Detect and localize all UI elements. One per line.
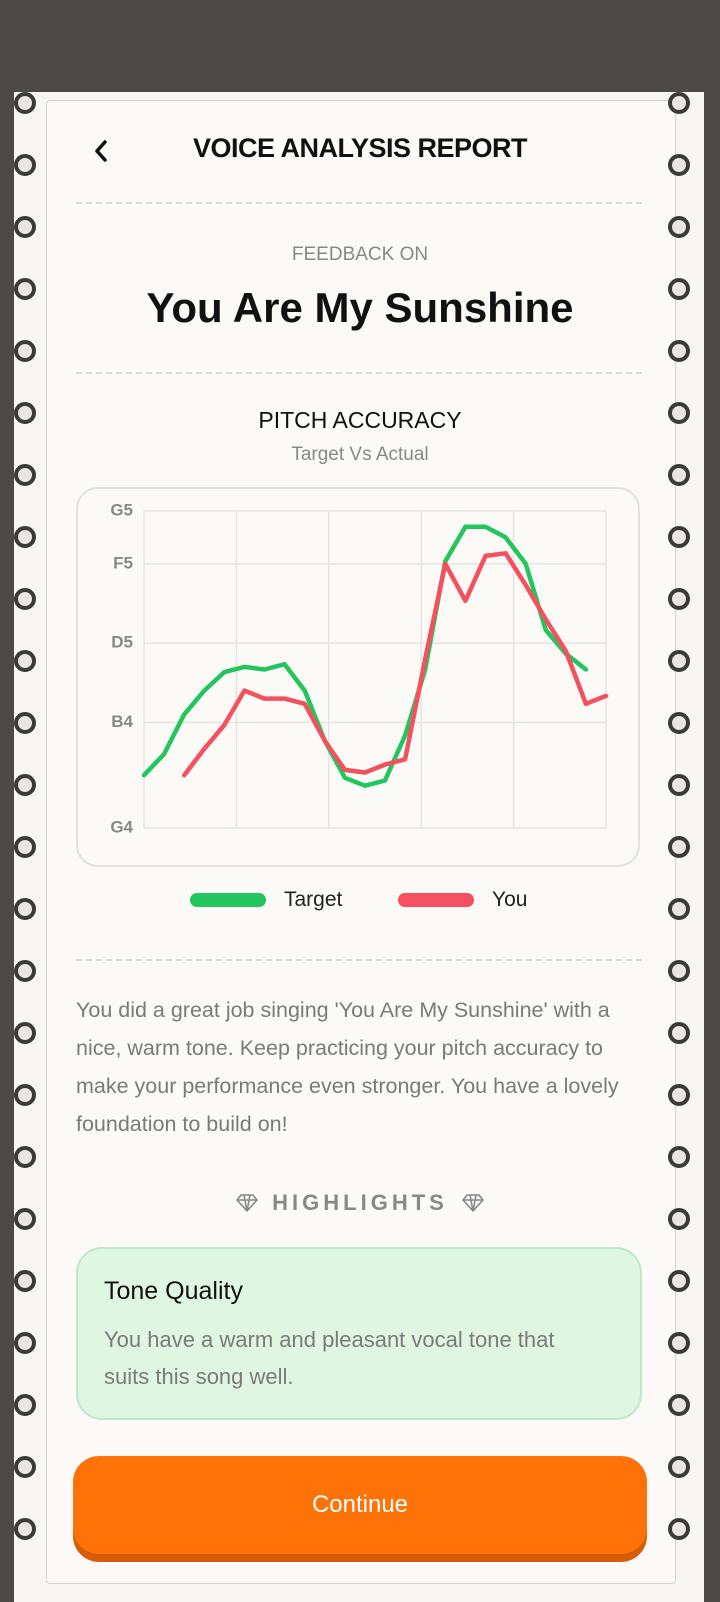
y-tick-label: G4	[110, 817, 133, 836]
binding-hole	[14, 464, 36, 486]
binding-hole	[668, 1456, 690, 1478]
highlight-card: Tone Quality You have a warm and pleasan…	[76, 1247, 642, 1420]
chart: G4 B4 D5 F5 G5	[110, 500, 609, 836]
binding-hole	[14, 1208, 36, 1230]
highlights-heading: HIGHLIGHTS	[46, 1190, 674, 1216]
binding-hole	[668, 278, 690, 300]
binding-hole	[668, 712, 690, 734]
divider	[76, 202, 642, 204]
highlight-title: Tone Quality	[104, 1277, 243, 1305]
binding-hole	[14, 340, 36, 362]
binding-hole	[668, 1394, 690, 1416]
y-tick-label: B4	[111, 712, 133, 731]
binding-hole	[14, 898, 36, 920]
binding-hole	[14, 588, 36, 610]
chart-title: PITCH ACCURACY	[258, 407, 462, 433]
legend-item: You	[398, 888, 527, 912]
binding-hole	[14, 1270, 36, 1292]
binding-hole	[14, 1518, 36, 1540]
binding-hole	[668, 1332, 690, 1354]
binding-hole	[14, 154, 36, 176]
chart-subtitle: Target Vs Actual	[291, 444, 429, 465]
binding-hole	[668, 588, 690, 610]
legend-label: You	[492, 888, 528, 911]
series-line	[141, 524, 589, 788]
binding-hole	[14, 1084, 36, 1106]
binding-hole	[668, 526, 690, 548]
binding-hole	[668, 464, 690, 486]
binding-hole	[14, 712, 36, 734]
binding-hole	[668, 402, 690, 424]
legend-swatch	[190, 893, 266, 907]
chart-card	[76, 487, 640, 867]
feedback-label: FEEDBACK ON	[291, 244, 429, 265]
binding-hole	[668, 960, 690, 982]
binding-hole	[14, 1022, 36, 1044]
binding-hole	[14, 1146, 36, 1168]
binding-hole	[14, 216, 36, 238]
song-title: You Are My Sunshine	[146, 284, 574, 331]
back-button[interactable]	[88, 134, 114, 168]
binding-hole	[668, 1208, 690, 1230]
divider	[76, 959, 642, 961]
highlights-label: HIGHLIGHTS	[272, 1190, 448, 1215]
highlight-text: You have a warm and pleasant vocal tone …	[104, 1327, 555, 1389]
binding-hole	[668, 1146, 690, 1168]
legend-item: Target	[190, 888, 342, 912]
continue-button[interactable]: Continue	[73, 1456, 647, 1554]
binding-hole	[668, 92, 690, 114]
binding-hole	[14, 92, 36, 114]
binding-hole	[668, 836, 690, 858]
binding-hole	[14, 278, 36, 300]
binding-hole	[668, 774, 690, 796]
binding-hole	[668, 216, 690, 238]
gem-icon	[236, 1194, 258, 1212]
divider	[76, 372, 642, 374]
binding-hole	[668, 1518, 690, 1540]
binding-hole	[668, 340, 690, 362]
y-tick-label: D5	[111, 633, 133, 652]
binding-hole	[14, 1332, 36, 1354]
legend-swatch	[398, 893, 474, 907]
binding-hole	[14, 1394, 36, 1416]
binding-hole	[14, 650, 36, 672]
legend-label: Target	[284, 888, 343, 911]
binding-hole	[668, 898, 690, 920]
binding-hole	[14, 526, 36, 548]
y-tick-label: F5	[113, 553, 133, 572]
binding-hole	[668, 154, 690, 176]
binding-hole	[14, 960, 36, 982]
y-tick-label: G5	[110, 500, 133, 519]
gem-icon	[462, 1194, 484, 1212]
binding-hole	[14, 774, 36, 796]
binding-hole	[668, 1084, 690, 1106]
binding-hole	[14, 1456, 36, 1478]
summary-text: You did a great job singing 'You Are My …	[76, 998, 619, 1136]
header-title: VOICE ANALYSIS REPORT	[192, 133, 528, 163]
binding-hole	[14, 836, 36, 858]
binding-hole	[668, 650, 690, 672]
series-line	[181, 551, 609, 778]
binding-hole	[14, 402, 36, 424]
binding-hole	[668, 1270, 690, 1292]
binding-hole	[668, 1022, 690, 1044]
